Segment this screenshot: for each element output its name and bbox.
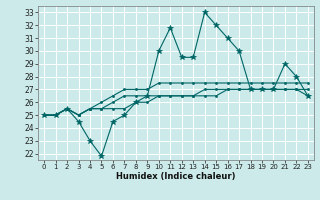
X-axis label: Humidex (Indice chaleur): Humidex (Indice chaleur) bbox=[116, 172, 236, 181]
